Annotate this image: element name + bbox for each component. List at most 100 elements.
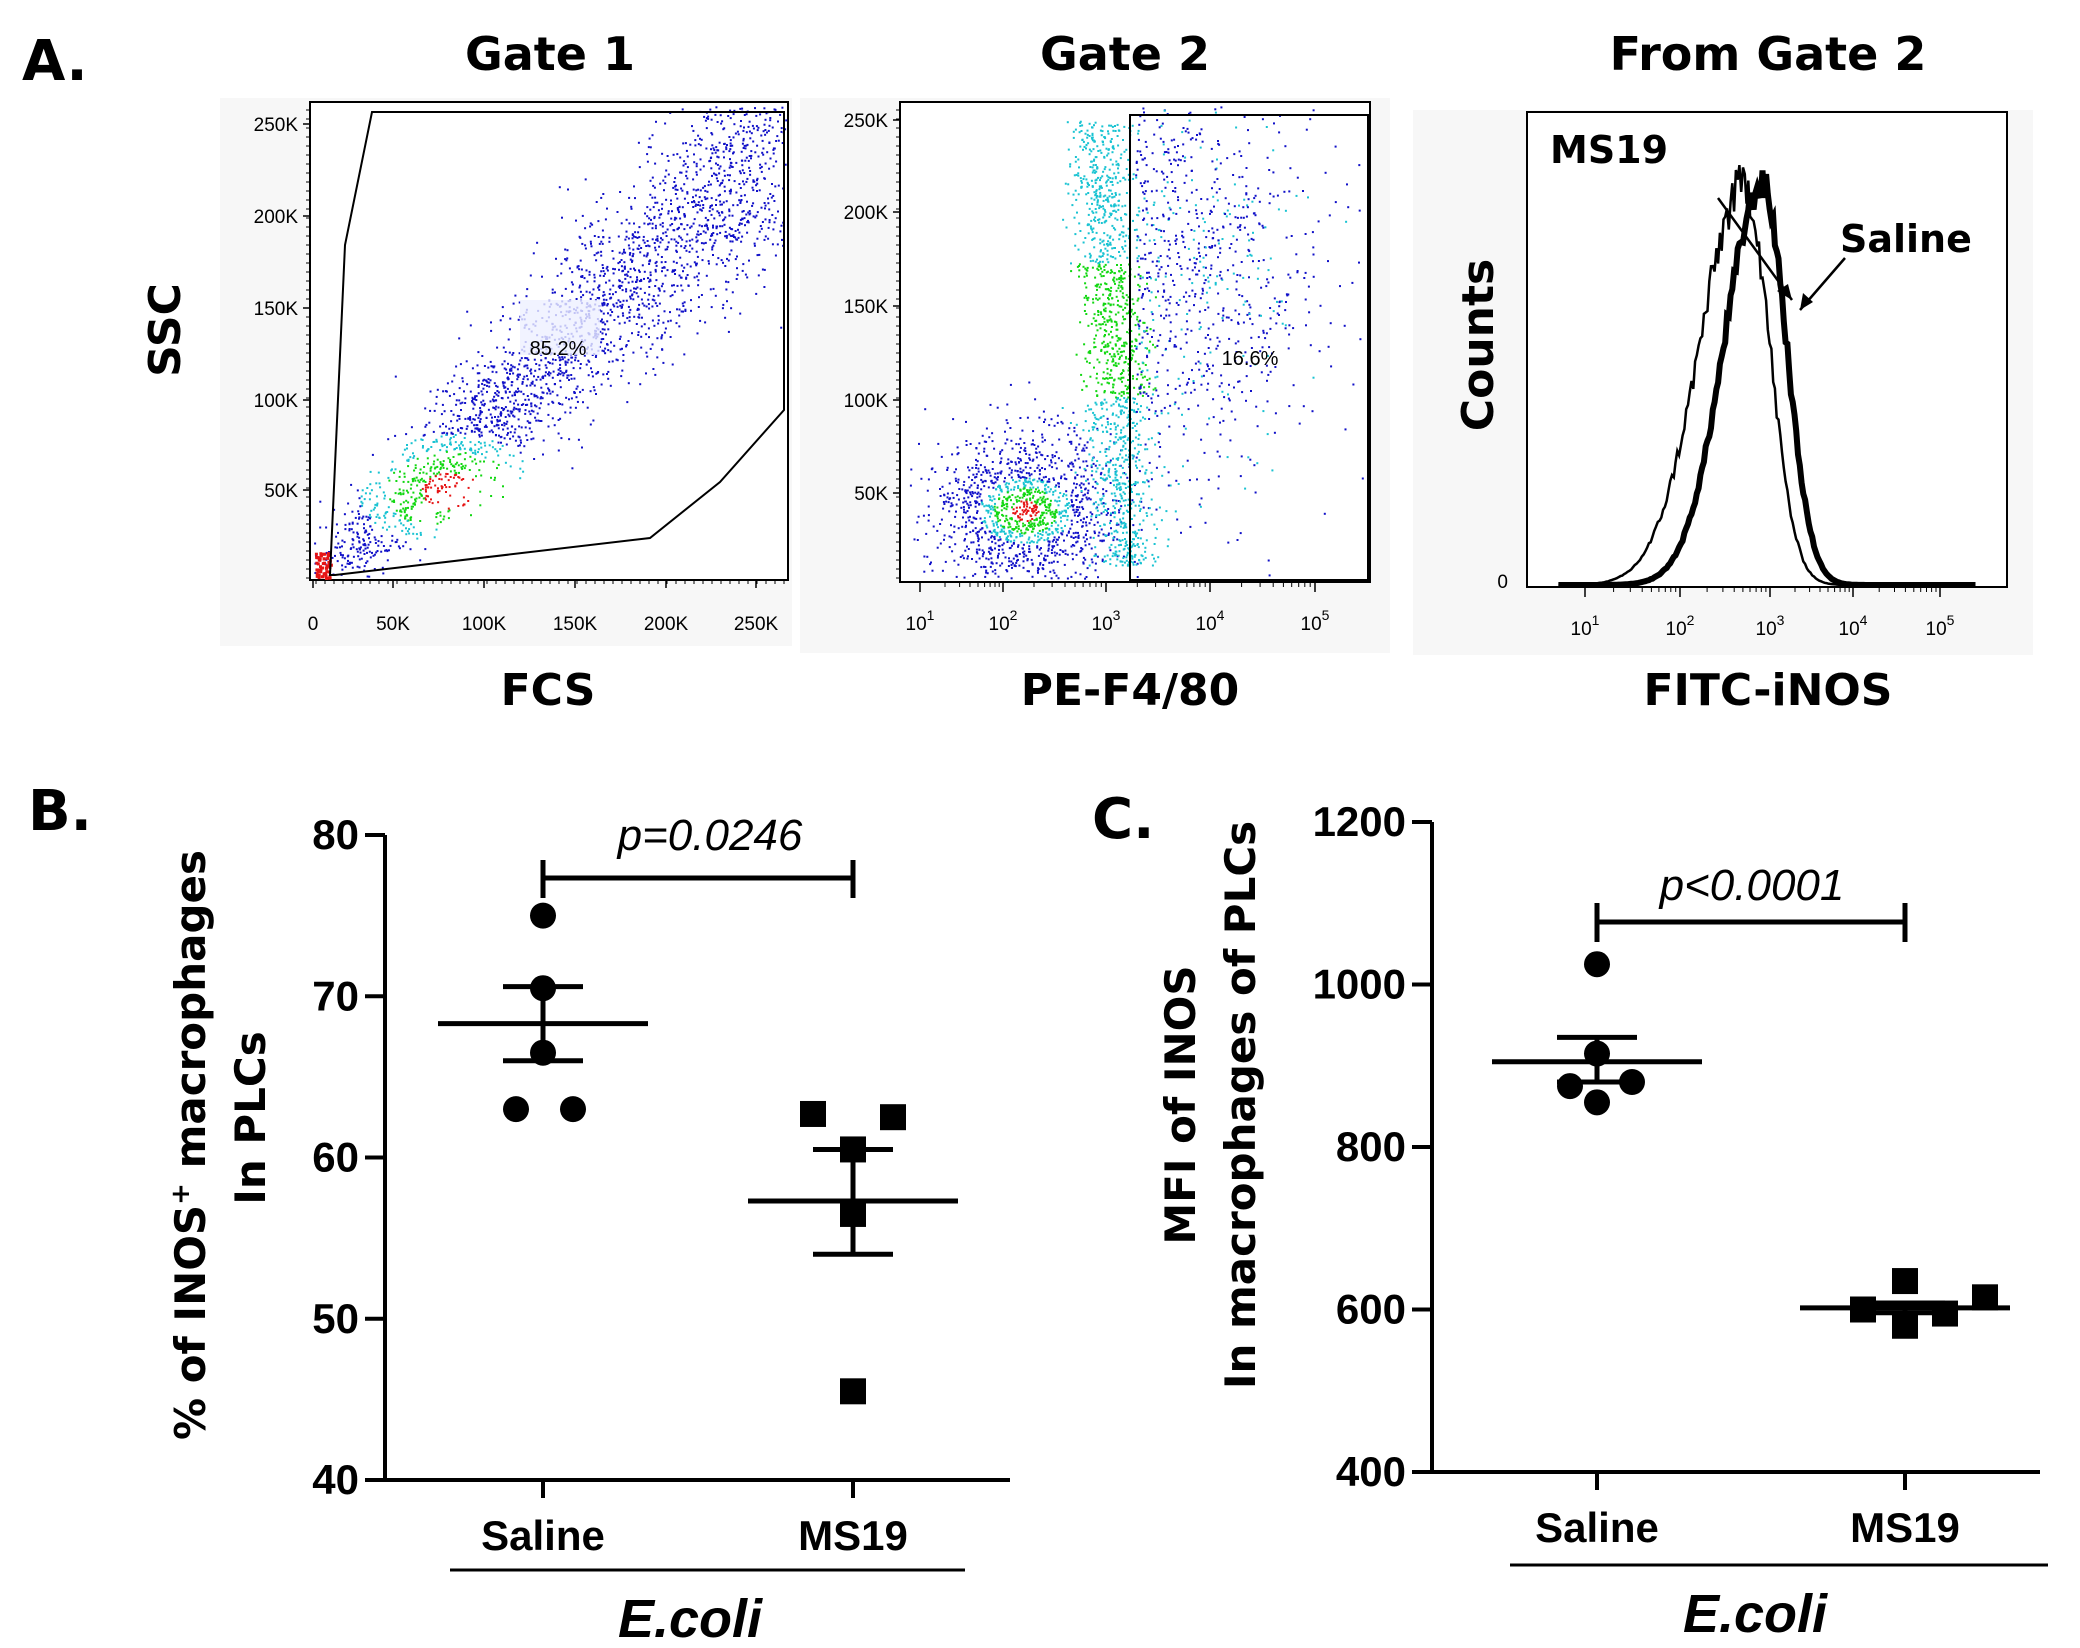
gate1-event [536, 412, 539, 415]
gate1-event [722, 128, 725, 131]
gate1-event [476, 364, 479, 367]
gate1-event [558, 356, 561, 359]
gate1-event [542, 375, 544, 378]
gate1-event [664, 231, 667, 234]
gate1-event [383, 521, 386, 524]
gate1-event [366, 533, 369, 536]
gate2-event [1092, 446, 1095, 449]
gate2-event [1133, 409, 1136, 412]
gate1-event [609, 308, 612, 311]
gate2-event [988, 471, 991, 474]
gate1-event [352, 546, 355, 549]
gate1-event [645, 351, 648, 354]
gate1-event [649, 347, 652, 350]
gate2-event [982, 553, 985, 555]
gate2-event [992, 495, 995, 498]
gate2-event [1103, 398, 1106, 401]
gate2-event [1048, 478, 1051, 481]
gate1-event [424, 481, 427, 483]
gate1-event [513, 402, 515, 405]
gate1-event [719, 165, 722, 168]
gate2-event [1139, 500, 1142, 503]
gate1-event [433, 460, 436, 463]
gate2-event [1098, 265, 1101, 268]
gate2-event [1024, 447, 1027, 450]
gate1-event [432, 472, 435, 475]
gate1-event [375, 516, 378, 518]
gate1-event [667, 210, 670, 213]
gate2-event [1074, 459, 1077, 462]
gate2-event [1021, 496, 1024, 499]
gate2-event [1099, 473, 1102, 476]
gate1-event [571, 467, 574, 470]
gate1-event [634, 231, 637, 234]
gate1-event [608, 360, 611, 363]
gate1-event [659, 213, 662, 216]
gate1-event [716, 149, 719, 152]
gate2-event [954, 477, 957, 480]
gate2-event [1120, 274, 1123, 277]
gate2-event [1103, 555, 1106, 558]
gate2-event [1078, 263, 1081, 266]
gate1-event [659, 182, 662, 185]
gate1-event [702, 230, 705, 233]
gate2-event [1088, 135, 1091, 137]
gate2-event [1098, 464, 1101, 467]
gate1-event [564, 287, 567, 290]
gate1-event [406, 530, 409, 533]
gate1-event [410, 426, 413, 429]
gate2-event [1118, 358, 1121, 360]
gate1-event [628, 196, 631, 199]
gate2-event [1031, 508, 1034, 510]
gate1-event [712, 147, 715, 150]
gate2-event [1106, 249, 1109, 252]
gate1-event [693, 261, 696, 264]
gate1-event [652, 184, 655, 187]
gate1-event [728, 166, 731, 169]
gate2-event [1082, 460, 1085, 463]
gate1-event [474, 449, 477, 452]
gate2-event [1117, 129, 1120, 132]
gate2-event [991, 549, 994, 552]
gate2-event [1097, 262, 1100, 265]
gate2-event [1149, 328, 1152, 331]
gate2-event [1025, 528, 1028, 531]
gate1-event [637, 308, 640, 311]
gate1-event [538, 407, 541, 410]
gate1-event [551, 417, 554, 420]
gate2-event [1108, 382, 1110, 385]
gate1-event [737, 236, 740, 239]
gate1-event [682, 164, 685, 167]
gate2-event [1053, 424, 1056, 427]
gate1-event [496, 450, 499, 453]
gate1-event [730, 307, 733, 310]
gate1-event [746, 276, 749, 279]
gate1-event [441, 486, 444, 489]
gate1-event [495, 371, 498, 374]
gate1-event [705, 274, 708, 277]
gate2-event [1033, 444, 1036, 446]
gate2-event [1122, 225, 1125, 228]
gate2-event [1087, 232, 1090, 235]
gate1-event [479, 409, 482, 412]
gate2-event [1084, 420, 1087, 423]
gate1-event [415, 476, 418, 479]
gate2-event [1094, 171, 1096, 174]
gate1-event [484, 456, 487, 459]
gate2-event [1080, 130, 1083, 132]
gate2-event [1076, 506, 1079, 508]
gate1-event [643, 241, 646, 244]
gate1-event [660, 337, 663, 340]
gate2-event [1133, 401, 1136, 404]
gate2-event [1069, 422, 1072, 424]
gate2-event [1118, 347, 1121, 350]
gate2-event [1002, 504, 1005, 506]
gate1-event [741, 269, 744, 272]
gate1-event [413, 469, 416, 472]
gate2-event [992, 508, 995, 511]
gate1-event [602, 373, 605, 376]
gate1-event [489, 360, 492, 363]
gate2-event [1127, 510, 1129, 513]
gate2-event [1138, 559, 1141, 562]
gate2-event [941, 569, 944, 572]
